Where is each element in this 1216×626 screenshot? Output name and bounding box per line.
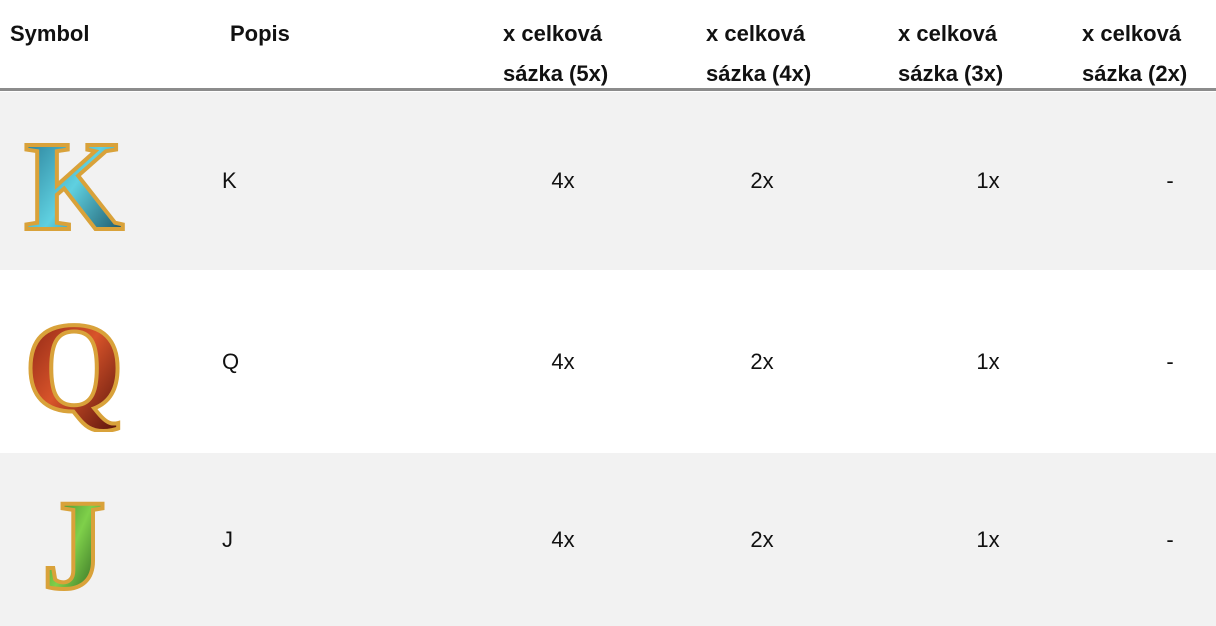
table-row: K K 4x 2x 1x - bbox=[0, 92, 1216, 270]
table-row: Q Q 4x 2x 1x - bbox=[0, 270, 1216, 453]
payout: 2x bbox=[750, 348, 774, 374]
symbol-icon: K bbox=[22, 113, 126, 251]
column-header: x celková sázka (5x) bbox=[503, 21, 609, 86]
symbol-icon: Q bbox=[22, 294, 126, 432]
payout: 1x bbox=[976, 526, 1000, 552]
payout: 4x bbox=[551, 168, 575, 193]
symbol-icon: J bbox=[40, 472, 108, 610]
column-header: Popis bbox=[230, 21, 290, 46]
icon-letter: J bbox=[42, 474, 106, 610]
payout: 4x bbox=[551, 526, 575, 552]
column-header: Symbol bbox=[10, 21, 90, 46]
payout: 1x bbox=[976, 168, 1000, 193]
table-row: J J 4x 2x 1x - bbox=[0, 453, 1216, 626]
payout: 1x bbox=[976, 348, 1000, 374]
icon-letter: K bbox=[24, 115, 124, 251]
payout: 2x bbox=[750, 168, 774, 193]
column-header: x celková sázka (2x) bbox=[1082, 21, 1188, 86]
column-header: x celková sázka (4x) bbox=[706, 21, 812, 86]
column-header: x celková sázka (3x) bbox=[898, 21, 1004, 86]
icon-letter: Q bbox=[24, 296, 124, 432]
description: K bbox=[222, 168, 237, 193]
payout: 2x bbox=[750, 526, 774, 552]
description: J bbox=[222, 526, 233, 552]
description: Q bbox=[222, 348, 240, 374]
payout: 4x bbox=[551, 348, 575, 374]
payout: - bbox=[1166, 526, 1174, 552]
header-rule bbox=[0, 88, 1216, 91]
payout: - bbox=[1166, 348, 1174, 374]
payout: - bbox=[1166, 168, 1174, 193]
